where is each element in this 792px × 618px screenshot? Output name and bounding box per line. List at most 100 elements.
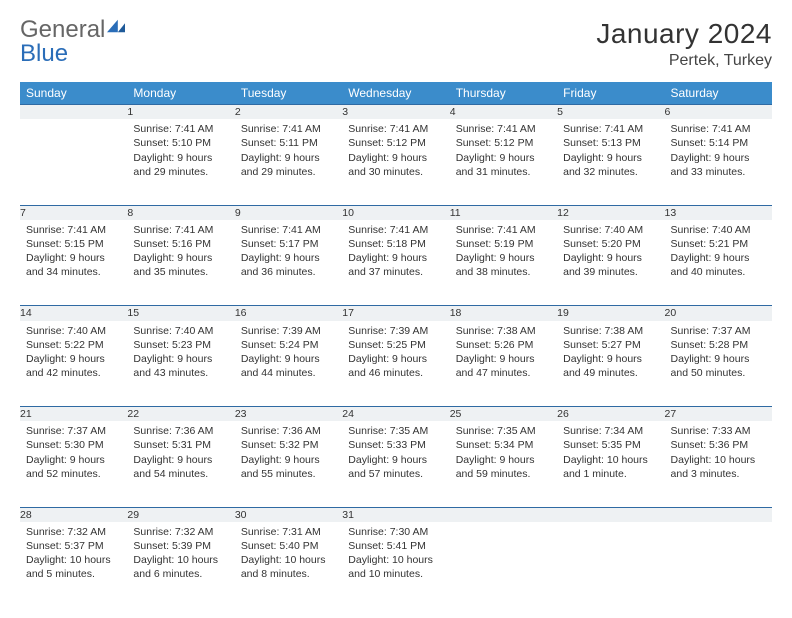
- sunrise-text: Sunrise: 7:36 AM: [133, 424, 228, 438]
- daylight-text: Daylight: 9 hours and 31 minutes.: [456, 151, 551, 179]
- sunrise-text: Sunrise: 7:40 AM: [671, 223, 766, 237]
- day-number: 8: [127, 205, 234, 220]
- day-number: 31: [342, 507, 449, 522]
- sunset-text: Sunset: 5:23 PM: [133, 338, 228, 352]
- daylight-text: Daylight: 9 hours and 37 minutes.: [348, 251, 443, 279]
- day-cell-body: Sunrise: 7:37 AMSunset: 5:28 PMDaylight:…: [665, 321, 772, 387]
- day-number: 10: [342, 205, 449, 220]
- day-cell-body: Sunrise: 7:41 AMSunset: 5:16 PMDaylight:…: [127, 220, 234, 286]
- sunrise-text: Sunrise: 7:38 AM: [456, 324, 551, 338]
- sunset-text: Sunset: 5:28 PM: [671, 338, 766, 352]
- day-cell: Sunrise: 7:32 AMSunset: 5:37 PMDaylight:…: [20, 522, 127, 608]
- sunset-text: Sunset: 5:25 PM: [348, 338, 443, 352]
- sunrise-text: Sunrise: 7:40 AM: [133, 324, 228, 338]
- daylight-text: Daylight: 9 hours and 29 minutes.: [241, 151, 336, 179]
- sunset-text: Sunset: 5:14 PM: [671, 136, 766, 150]
- day-number: 19: [557, 306, 664, 321]
- day-number: 26: [557, 407, 664, 422]
- sunset-text: Sunset: 5:35 PM: [563, 438, 658, 452]
- daylight-text: Daylight: 10 hours and 10 minutes.: [348, 553, 443, 581]
- week-row: Sunrise: 7:40 AMSunset: 5:22 PMDaylight:…: [20, 321, 772, 407]
- sunrise-text: Sunrise: 7:41 AM: [348, 223, 443, 237]
- day-number: 15: [127, 306, 234, 321]
- day-number: 18: [450, 306, 557, 321]
- day-cell-body: Sunrise: 7:36 AMSunset: 5:31 PMDaylight:…: [127, 421, 234, 487]
- day-cell-body: Sunrise: 7:37 AMSunset: 5:30 PMDaylight:…: [20, 421, 127, 487]
- sunrise-text: Sunrise: 7:41 AM: [671, 122, 766, 136]
- day-cell-body: Sunrise: 7:41 AMSunset: 5:18 PMDaylight:…: [342, 220, 449, 286]
- sunrise-text: Sunrise: 7:34 AM: [563, 424, 658, 438]
- day-number: 3: [342, 105, 449, 120]
- sunrise-text: Sunrise: 7:41 AM: [563, 122, 658, 136]
- sunset-text: Sunset: 5:11 PM: [241, 136, 336, 150]
- day-cell: Sunrise: 7:41 AMSunset: 5:12 PMDaylight:…: [342, 119, 449, 205]
- sunset-text: Sunset: 5:10 PM: [133, 136, 228, 150]
- day-cell-body: Sunrise: 7:39 AMSunset: 5:24 PMDaylight:…: [235, 321, 342, 387]
- day-cell-body: Sunrise: 7:31 AMSunset: 5:40 PMDaylight:…: [235, 522, 342, 588]
- weekday-header: Monday: [127, 82, 234, 105]
- day-number: 2: [235, 105, 342, 120]
- sunset-text: Sunset: 5:17 PM: [241, 237, 336, 251]
- day-cell: [665, 522, 772, 608]
- day-cell: Sunrise: 7:40 AMSunset: 5:22 PMDaylight:…: [20, 321, 127, 407]
- day-cell-body: Sunrise: 7:40 AMSunset: 5:21 PMDaylight:…: [665, 220, 772, 286]
- day-number: 4: [450, 105, 557, 120]
- sunset-text: Sunset: 5:21 PM: [671, 237, 766, 251]
- daylight-text: Daylight: 9 hours and 57 minutes.: [348, 453, 443, 481]
- calendar-table: Sunday Monday Tuesday Wednesday Thursday…: [20, 82, 772, 608]
- sunset-text: Sunset: 5:34 PM: [456, 438, 551, 452]
- sunset-text: Sunset: 5:41 PM: [348, 539, 443, 553]
- day-number: 22: [127, 407, 234, 422]
- day-number: 11: [450, 205, 557, 220]
- sunrise-text: Sunrise: 7:41 AM: [241, 122, 336, 136]
- day-number: 1: [127, 105, 234, 120]
- day-cell-body: Sunrise: 7:41 AMSunset: 5:15 PMDaylight:…: [20, 220, 127, 286]
- calendar-head: Sunday Monday Tuesday Wednesday Thursday…: [20, 82, 772, 105]
- day-cell: Sunrise: 7:41 AMSunset: 5:12 PMDaylight:…: [450, 119, 557, 205]
- sunset-text: Sunset: 5:24 PM: [241, 338, 336, 352]
- daylight-text: Daylight: 10 hours and 1 minute.: [563, 453, 658, 481]
- day-cell-body: Sunrise: 7:33 AMSunset: 5:36 PMDaylight:…: [665, 421, 772, 487]
- sunset-text: Sunset: 5:20 PM: [563, 237, 658, 251]
- day-number: 12: [557, 205, 664, 220]
- daylight-text: Daylight: 9 hours and 32 minutes.: [563, 151, 658, 179]
- sunset-text: Sunset: 5:18 PM: [348, 237, 443, 251]
- day-cell: Sunrise: 7:33 AMSunset: 5:36 PMDaylight:…: [665, 421, 772, 507]
- sunrise-text: Sunrise: 7:36 AM: [241, 424, 336, 438]
- sunset-text: Sunset: 5:36 PM: [671, 438, 766, 452]
- daynum-row: 123456: [20, 105, 772, 120]
- sunset-text: Sunset: 5:30 PM: [26, 438, 121, 452]
- day-number: 20: [665, 306, 772, 321]
- daynum-row: 14151617181920: [20, 306, 772, 321]
- week-row: Sunrise: 7:41 AMSunset: 5:15 PMDaylight:…: [20, 220, 772, 306]
- daylight-text: Daylight: 9 hours and 40 minutes.: [671, 251, 766, 279]
- sunrise-text: Sunrise: 7:37 AM: [671, 324, 766, 338]
- day-cell-body: Sunrise: 7:41 AMSunset: 5:11 PMDaylight:…: [235, 119, 342, 185]
- daylight-text: Daylight: 10 hours and 8 minutes.: [241, 553, 336, 581]
- day-number: [450, 507, 557, 522]
- day-cell: Sunrise: 7:40 AMSunset: 5:21 PMDaylight:…: [665, 220, 772, 306]
- day-number: [557, 507, 664, 522]
- day-cell: Sunrise: 7:36 AMSunset: 5:32 PMDaylight:…: [235, 421, 342, 507]
- daynum-row: 28293031: [20, 507, 772, 522]
- sunrise-text: Sunrise: 7:30 AM: [348, 525, 443, 539]
- day-cell-body: Sunrise: 7:41 AMSunset: 5:13 PMDaylight:…: [557, 119, 664, 185]
- sunset-text: Sunset: 5:26 PM: [456, 338, 551, 352]
- day-cell-body: Sunrise: 7:40 AMSunset: 5:23 PMDaylight:…: [127, 321, 234, 387]
- day-number: 25: [450, 407, 557, 422]
- day-number: [20, 105, 127, 120]
- day-number: 16: [235, 306, 342, 321]
- day-number: 17: [342, 306, 449, 321]
- sunrise-text: Sunrise: 7:38 AM: [563, 324, 658, 338]
- day-cell-body: Sunrise: 7:41 AMSunset: 5:12 PMDaylight:…: [450, 119, 557, 185]
- day-cell-body: Sunrise: 7:35 AMSunset: 5:34 PMDaylight:…: [450, 421, 557, 487]
- day-cell-body: Sunrise: 7:41 AMSunset: 5:10 PMDaylight:…: [127, 119, 234, 185]
- weekday-header: Wednesday: [342, 82, 449, 105]
- sunrise-text: Sunrise: 7:41 AM: [456, 223, 551, 237]
- day-cell: Sunrise: 7:32 AMSunset: 5:39 PMDaylight:…: [127, 522, 234, 608]
- weekday-header: Friday: [557, 82, 664, 105]
- sunset-text: Sunset: 5:31 PM: [133, 438, 228, 452]
- day-number: 28: [20, 507, 127, 522]
- day-cell: Sunrise: 7:36 AMSunset: 5:31 PMDaylight:…: [127, 421, 234, 507]
- week-row: Sunrise: 7:37 AMSunset: 5:30 PMDaylight:…: [20, 421, 772, 507]
